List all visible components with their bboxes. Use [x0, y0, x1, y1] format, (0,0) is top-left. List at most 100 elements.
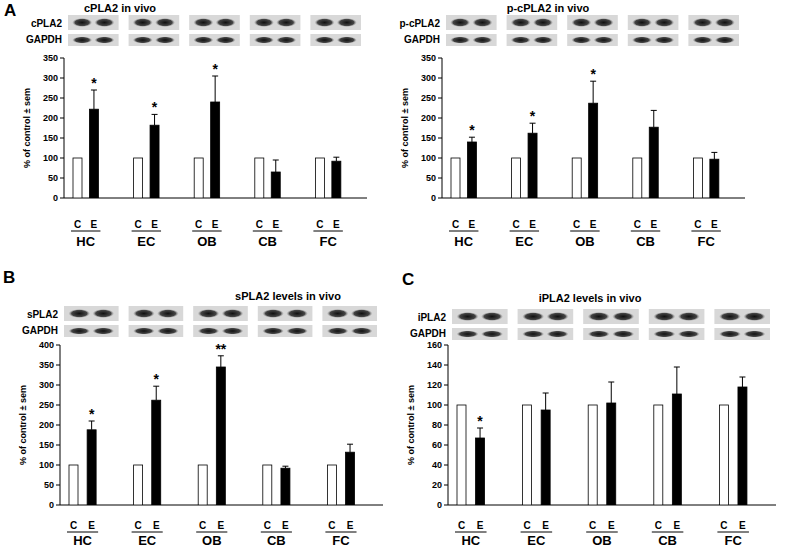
blot-band — [522, 330, 544, 337]
blot-bg — [452, 309, 508, 324]
category-label: OB — [202, 533, 222, 548]
bar — [693, 158, 702, 198]
blot-band — [222, 327, 244, 334]
y-tick-label: 50 — [44, 480, 54, 490]
blot-band — [262, 327, 284, 334]
y-tick — [444, 385, 448, 386]
panel: BsPLA2 levels in vivosPLA2GAPDH050100150… — [3, 268, 383, 548]
blot-bg — [129, 34, 180, 46]
y-tick — [444, 445, 448, 446]
blot-bg — [310, 15, 361, 30]
bar — [476, 438, 485, 505]
series-label: E — [153, 520, 160, 531]
blot-band — [571, 36, 591, 43]
blot-bg — [322, 325, 377, 337]
y-tick — [438, 158, 442, 159]
series-label: C — [573, 219, 580, 230]
category-label: OB — [197, 234, 217, 249]
blot-band — [678, 312, 700, 321]
blot-bg — [452, 328, 508, 340]
group-underline — [570, 231, 599, 232]
error-bar — [89, 421, 95, 430]
blot-band — [157, 309, 179, 318]
blot-band — [533, 18, 553, 27]
series-label: C — [655, 520, 662, 531]
series-label: E — [88, 520, 95, 531]
error-bar — [590, 81, 596, 103]
bar — [346, 452, 355, 505]
y-tick-label: 350 — [39, 360, 54, 370]
series-label: E — [151, 219, 158, 230]
bar — [457, 405, 466, 505]
blot-label: cPLA2 — [31, 18, 63, 29]
error-stem — [275, 160, 276, 172]
blot-band — [72, 18, 92, 27]
y-tick-label: 0 — [437, 500, 442, 510]
blot-band — [715, 36, 735, 43]
error-stem — [611, 382, 612, 403]
y-tick-label: 300 — [39, 380, 54, 390]
bar — [134, 465, 143, 505]
blot-band — [450, 18, 470, 27]
category-label: FC — [725, 533, 743, 548]
panel: AcPLA2 in vivocPLA2GAPDH0501001502002503… — [4, 1, 367, 249]
bar — [649, 127, 658, 198]
series-label: C — [195, 219, 202, 230]
blot-band — [133, 36, 153, 43]
series-label: E — [212, 219, 219, 230]
blot-bg — [310, 34, 361, 46]
blot-band — [743, 330, 765, 337]
y-tick-label: 160 — [427, 340, 442, 350]
series-label: C — [264, 520, 271, 531]
error-bar — [530, 123, 536, 133]
group-underline — [132, 231, 161, 232]
blot-bg — [714, 309, 770, 324]
blot-bg — [64, 306, 119, 321]
y-tick-label: 200 — [43, 113, 58, 123]
error-bar — [218, 356, 224, 367]
blot-band — [254, 18, 274, 27]
series-label: C — [328, 520, 335, 531]
bar — [152, 400, 161, 505]
blot-bg — [714, 328, 770, 340]
significance: * — [530, 108, 536, 124]
blot-band — [481, 312, 503, 321]
y-tick — [56, 465, 60, 466]
group-underline — [449, 231, 478, 232]
significance: * — [154, 371, 160, 387]
blot-label: iPLA2 — [418, 312, 447, 323]
blot-band — [472, 36, 492, 43]
y-tick — [438, 198, 442, 199]
blot-band — [653, 330, 675, 337]
blot-band — [472, 18, 492, 27]
blot-band — [68, 309, 90, 318]
y-tick-label: 350 — [43, 53, 58, 63]
error-cap — [608, 382, 614, 383]
blot-band — [594, 18, 614, 27]
error-bar — [674, 367, 680, 394]
bars — [451, 81, 719, 198]
blot-band — [94, 36, 114, 43]
blot-bg — [688, 15, 739, 30]
category-label: CB — [267, 533, 286, 548]
y-tick-label: 250 — [43, 93, 58, 103]
series-label: C — [452, 219, 459, 230]
bar — [523, 405, 532, 505]
blot-band — [450, 36, 470, 43]
blot-bg — [258, 306, 313, 321]
error-stem — [215, 76, 216, 102]
blot-band — [92, 327, 114, 334]
bars — [69, 356, 355, 505]
error-bar — [212, 76, 218, 102]
series-label: E — [469, 219, 476, 230]
category-label: EC — [137, 234, 156, 249]
error-cap — [347, 444, 353, 445]
category-label: HC — [461, 533, 480, 548]
y-tick-label: 50 — [426, 173, 436, 183]
blot-bg — [446, 15, 497, 30]
y-tick — [56, 405, 60, 406]
blot-band — [133, 327, 155, 334]
y-label: % of control ± sem — [406, 385, 416, 465]
title: sPLA2 levels in vivo — [235, 290, 341, 302]
bar — [194, 158, 203, 198]
